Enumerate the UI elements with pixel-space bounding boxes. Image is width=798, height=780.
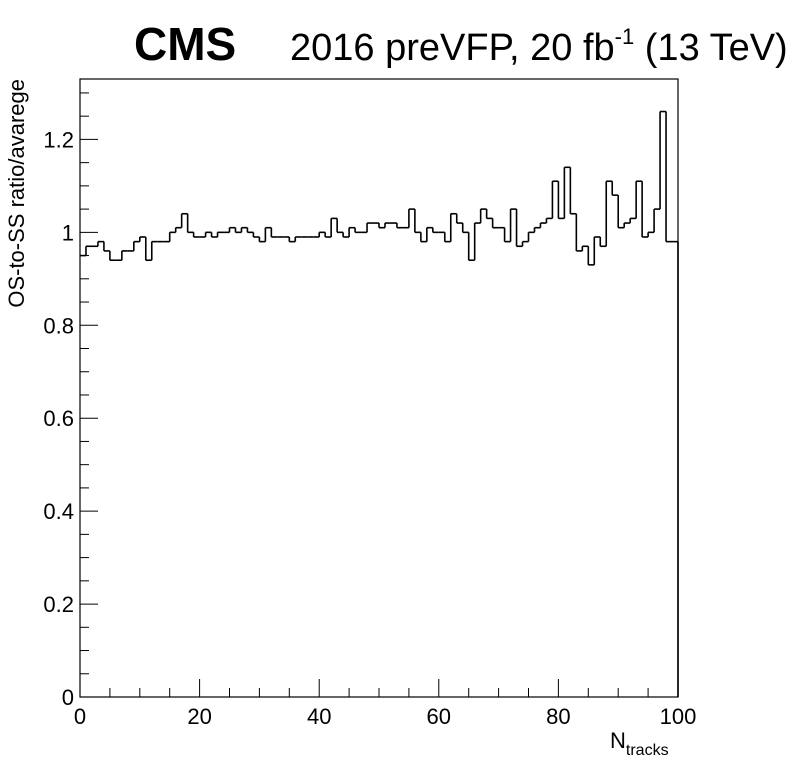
y-tick-label: 0.6 — [43, 406, 74, 431]
y-tick-label: 0.2 — [43, 592, 74, 617]
luminosity-prefix: 2016 preVFP, 20 fb — [290, 27, 615, 69]
x-axis-title-sub: tracks — [626, 742, 669, 759]
y-tick-label: 1 — [62, 220, 74, 245]
x-tick-label: 40 — [307, 704, 331, 729]
luminosity-exponent: -1 — [615, 24, 635, 49]
y-tick-label: 0 — [62, 685, 74, 710]
y-tick-label: 1.2 — [43, 127, 74, 152]
plot-frame — [79, 78, 679, 698]
x-tick-label: 80 — [546, 704, 570, 729]
series-group — [80, 110, 679, 697]
luminosity-label: 2016 preVFP, 20 fb-1 (13 TeV) — [290, 24, 788, 69]
y-tick-label: 0.4 — [43, 499, 74, 524]
x-tick-label: 20 — [187, 704, 211, 729]
x-tick-label: 60 — [427, 704, 451, 729]
y-axis: 0 0.2 0.4 0.6 0.8 1 1.2 — [43, 92, 98, 710]
luminosity-suffix: (13 TeV) — [634, 27, 787, 69]
experiment-label: CMS — [134, 18, 236, 70]
x-axis-title-main: N — [610, 728, 626, 753]
y-axis-title: OS-to-SS ratio/avarege — [4, 79, 29, 308]
x-tick-label: 100 — [660, 704, 697, 729]
x-axis-title: Ntracks — [610, 728, 669, 759]
x-tick-label: 0 — [74, 704, 86, 729]
x-axis: 0 20 40 60 80 100 — [74, 679, 696, 729]
y-tick-label: 0.8 — [43, 313, 74, 338]
